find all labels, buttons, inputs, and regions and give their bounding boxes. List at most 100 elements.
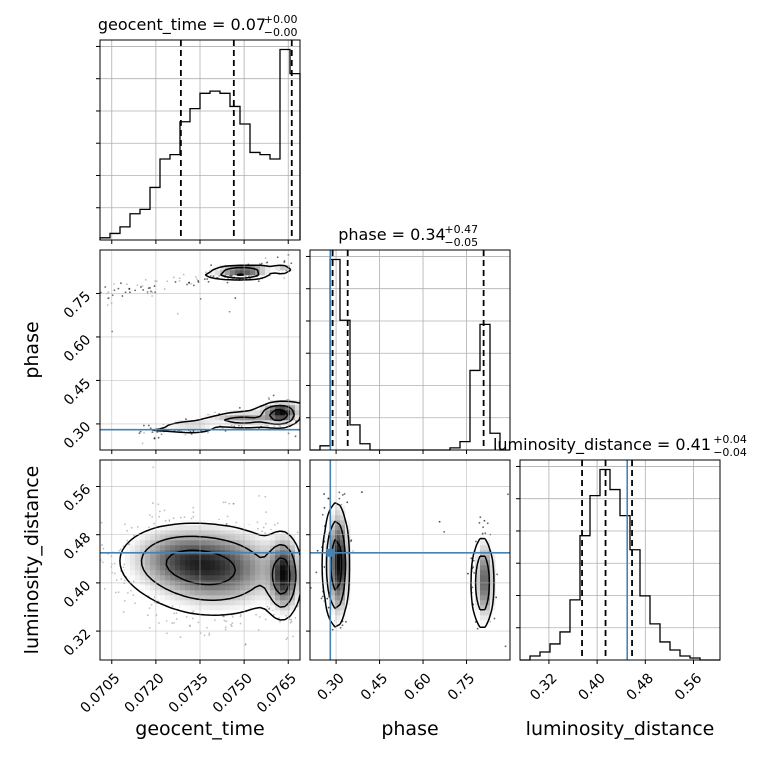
density-cell (255, 565, 261, 571)
density-cell (480, 560, 486, 566)
density-cell (190, 545, 196, 551)
sample-point (197, 281, 200, 283)
density-cell (190, 530, 196, 536)
density-cell (225, 585, 231, 591)
sample-point (107, 297, 110, 300)
sample-point (244, 643, 247, 645)
sample-point (120, 578, 123, 581)
density-cell (290, 540, 296, 546)
density-cell (145, 585, 151, 591)
density-cell (210, 565, 216, 571)
density-cell (340, 565, 346, 571)
density-cell (480, 545, 486, 551)
density-cell (285, 415, 291, 421)
sample-point (124, 291, 127, 294)
sample-point (268, 608, 271, 610)
density-cell (335, 620, 341, 626)
sample-point (339, 626, 342, 629)
density-cell (240, 605, 246, 611)
density-cell (270, 600, 276, 606)
density-cell (480, 555, 486, 561)
sample-point (132, 580, 135, 583)
sample-point (481, 532, 484, 535)
density-cell (330, 570, 336, 576)
density-cell (195, 540, 201, 546)
y-tick-label: 0.48 (61, 530, 94, 563)
density-cell (290, 585, 296, 591)
sample-point (315, 571, 318, 574)
density-cell (475, 545, 481, 551)
density-cell (205, 555, 211, 561)
title-minus: −0.04 (713, 446, 747, 459)
sample-point (331, 628, 334, 631)
sample-point (504, 645, 507, 648)
sample-point (349, 540, 352, 543)
sample-point (212, 275, 215, 277)
density-cell (240, 525, 246, 531)
sample-point (470, 557, 473, 560)
sample-point (338, 497, 341, 500)
density-cell (265, 270, 271, 276)
density-cell (235, 585, 241, 591)
density-cell (280, 265, 286, 271)
density-cell (215, 560, 221, 566)
density-cell (295, 595, 300, 601)
density-cell (270, 605, 276, 611)
density-cell (330, 520, 336, 526)
sample-point (151, 291, 154, 294)
sample-point (264, 495, 267, 498)
sample-point (114, 591, 117, 594)
sample-point (222, 501, 225, 504)
density-cell (215, 420, 221, 426)
sample-point (472, 566, 475, 569)
density-cell (190, 555, 196, 561)
density-cell (160, 565, 166, 571)
density-cell (330, 535, 336, 541)
sample-point (173, 612, 175, 615)
sample-point (273, 425, 276, 428)
sample-point (339, 626, 342, 629)
sample-point (196, 278, 198, 280)
density-cell (235, 570, 241, 576)
density-cell (170, 520, 176, 526)
density-cell (185, 535, 191, 541)
density-cell (260, 600, 266, 606)
sample-point (323, 493, 326, 495)
sample-point (149, 286, 151, 289)
title-main: luminosity_distance = 0.41 (493, 435, 711, 455)
density-cell (180, 530, 186, 536)
density-cell (280, 420, 286, 426)
contour-level (165, 549, 291, 595)
sample-point (496, 573, 499, 576)
density-cell (160, 530, 166, 536)
density-cell (235, 595, 241, 601)
sample-point (132, 594, 135, 597)
sample-point (476, 627, 479, 630)
sample-point (102, 547, 105, 550)
sample-point (507, 493, 509, 496)
density-cell (240, 530, 246, 536)
density-cell (135, 570, 141, 576)
density-cell (280, 570, 286, 576)
sample-point (483, 519, 486, 522)
sample-point (240, 424, 243, 427)
density-cell (200, 600, 206, 606)
sample-point (205, 271, 207, 274)
density-cell (335, 575, 341, 581)
density-cell (205, 585, 211, 591)
density-cell (135, 545, 141, 551)
density-cell (215, 585, 221, 591)
sample-point (174, 281, 177, 283)
density-cell (295, 540, 300, 546)
density-cell (140, 585, 146, 591)
sample-point (476, 627, 479, 630)
density-cell (250, 265, 256, 271)
density-cell (250, 560, 256, 566)
density-cell (480, 600, 486, 606)
sample-point (115, 579, 118, 581)
sample-point (136, 284, 139, 287)
density-cell (220, 595, 226, 601)
sample-point (149, 427, 152, 430)
sample-point (207, 413, 209, 416)
density-cell (255, 540, 261, 546)
